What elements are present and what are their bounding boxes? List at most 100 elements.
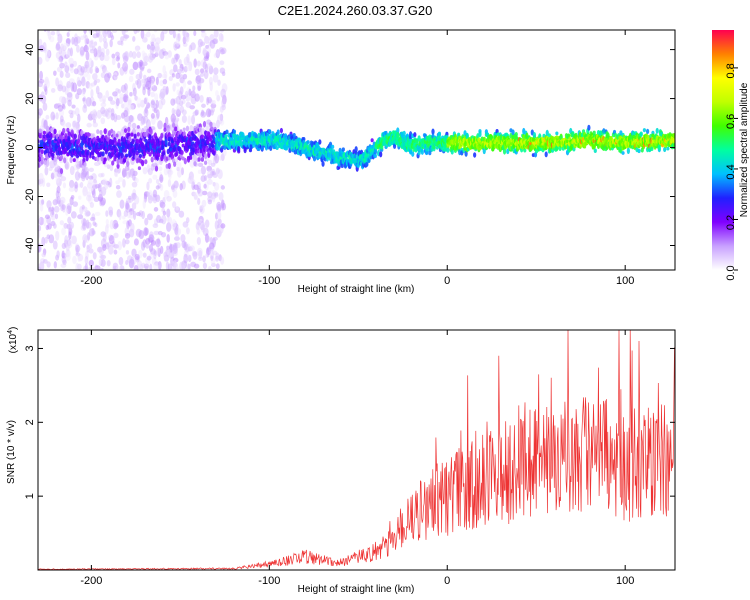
heatmap-cell <box>155 99 159 109</box>
heatmap-cell <box>122 158 127 163</box>
heatmap-cell <box>72 255 77 265</box>
heatmap-cell <box>198 250 203 259</box>
spectrogram-xlabel: Height of straight line (km) <box>298 284 415 295</box>
heatmap-cell <box>292 133 296 138</box>
heatmap-cell <box>82 87 87 93</box>
spectrogram-x-tick-label: -100 <box>258 275 280 287</box>
heatmap-cell <box>182 127 186 132</box>
heatmap-cell <box>180 150 184 155</box>
heatmap-cell <box>46 200 52 209</box>
heatmap-cell <box>55 112 59 120</box>
heatmap-cell <box>156 246 161 257</box>
heatmap-cell <box>119 199 125 209</box>
heatmap-cell <box>126 160 130 168</box>
heatmap-cell <box>104 180 109 190</box>
heatmap-cell <box>122 169 128 178</box>
heatmap-cell <box>92 221 97 226</box>
heatmap-cell <box>220 223 226 229</box>
heatmap-cell <box>544 151 548 158</box>
heatmap-cell <box>53 223 57 229</box>
heatmap-cell <box>212 156 217 165</box>
heatmap-cell <box>478 131 482 138</box>
heatmap-cell <box>86 194 92 202</box>
heatmap-cell <box>123 30 129 33</box>
heatmap-cell <box>76 36 81 44</box>
heatmap-cell <box>199 72 205 77</box>
heatmap-cell <box>111 53 116 59</box>
heatmap-cell <box>127 126 131 133</box>
heatmap-cell <box>168 75 174 82</box>
heatmap-cell <box>152 223 159 229</box>
heatmap-cell <box>190 90 196 99</box>
heatmap-cell <box>70 211 77 219</box>
heatmap-cell <box>163 251 168 262</box>
heatmap-cell <box>186 65 192 72</box>
heatmap-cell <box>194 68 200 76</box>
spectrogram-y-tick-label: 40 <box>24 43 36 55</box>
heatmap-cell <box>66 203 73 211</box>
heatmap-cell <box>215 90 219 97</box>
heatmap-cell <box>279 127 284 134</box>
heatmap-cell <box>222 148 227 157</box>
heatmap-cell <box>100 102 107 108</box>
heatmap-cell <box>164 138 168 146</box>
heatmap-cell <box>219 67 226 74</box>
heatmap-cell <box>420 148 424 155</box>
heatmap-cell <box>192 85 196 92</box>
heatmap-cell <box>72 201 79 207</box>
heatmap-cell <box>55 42 60 51</box>
heatmap-cell <box>59 168 64 175</box>
heatmap-cell <box>171 73 175 78</box>
heatmap-cell <box>188 88 192 96</box>
heatmap-cell <box>175 37 180 47</box>
heatmap-cell <box>87 179 94 185</box>
heatmap-cell <box>67 135 71 142</box>
heatmap-cell <box>446 147 450 153</box>
spectrogram-y-tick-label: 0 <box>24 144 36 150</box>
heatmap-cell <box>189 125 194 133</box>
heatmap-cell <box>106 259 111 267</box>
colorbar-tick-label: 0.4 <box>725 164 737 179</box>
heatmap-cell <box>198 126 202 133</box>
heatmap-cell <box>213 67 219 75</box>
heatmap-cell <box>181 109 187 116</box>
heatmap-cell <box>157 230 163 236</box>
heatmap-cell <box>43 217 47 227</box>
heatmap-cell <box>100 267 104 270</box>
heatmap-cell <box>127 102 132 110</box>
heatmap-cell <box>143 150 147 157</box>
heatmap-cell <box>115 133 119 138</box>
heatmap-cell <box>169 243 173 254</box>
heatmap-cell <box>147 195 153 204</box>
heatmap-cell <box>147 22 151 29</box>
heatmap-cell <box>202 120 207 128</box>
heatmap-cell <box>38 224 42 232</box>
heatmap-cell <box>102 243 107 251</box>
heatmap-cell <box>99 94 103 102</box>
heatmap-cell <box>142 167 148 175</box>
heatmap-cell <box>84 34 89 44</box>
heatmap-cell <box>66 250 70 258</box>
heatmap-cell <box>147 168 153 176</box>
snr-x-ticks: -200 -100 0 100 <box>80 330 634 587</box>
heatmap-cell <box>189 245 195 252</box>
heatmap-cell <box>220 88 226 99</box>
heatmap-cell <box>455 142 460 147</box>
heatmap-cell <box>82 218 87 227</box>
heatmap-cell <box>83 162 87 167</box>
heatmap-cell <box>64 61 68 67</box>
heatmap-cell <box>134 253 140 260</box>
heatmap-cell <box>86 244 90 253</box>
heatmap-cell <box>153 263 159 270</box>
heatmap-cell <box>208 109 212 117</box>
heatmap-cell <box>54 213 59 220</box>
heatmap-cell <box>171 122 176 128</box>
heatmap-cell <box>193 161 197 167</box>
heatmap-cell <box>199 95 204 103</box>
heatmap-cell <box>69 112 74 119</box>
heatmap-cell <box>150 99 155 106</box>
heatmap-cell <box>66 127 70 133</box>
heatmap-cell <box>197 169 202 174</box>
heatmap-cell <box>103 157 107 162</box>
heatmap-cell <box>105 48 110 56</box>
